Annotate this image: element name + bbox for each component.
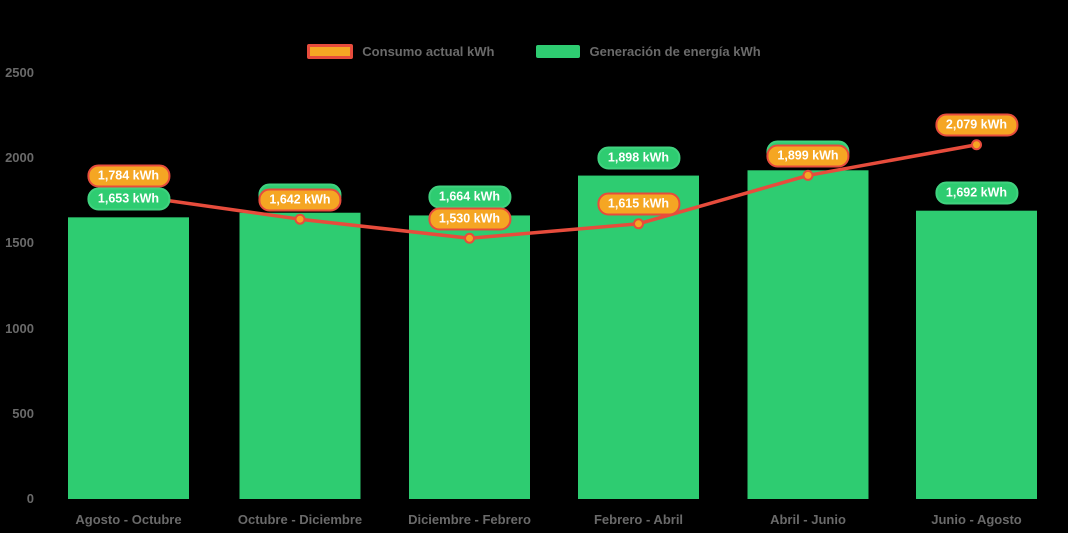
generation-bar [68,217,189,499]
generation-value-badge: 1,664 kWh [427,185,512,209]
y-axis-tick-label: 1000 [5,320,34,336]
consumption-line [128,143,977,241]
consumption-point [971,139,982,151]
x-axis-category-label: Junio - Agosto [931,512,1022,527]
generation-value-badge: 1,692 kWh [934,181,1019,205]
consumption-value-badge: 2,079 kWh [934,113,1019,137]
generation-bar [239,212,361,499]
consumption-point [802,169,814,181]
legend: Consumo actual kWh Generación de energía… [0,44,1068,59]
consumo-line-swatch-icon [307,44,354,59]
consumption-value-badge: 1,899 kWh [766,144,850,168]
consumption-value-badge: 1,642 kWh [258,188,342,212]
consumption-point [633,218,644,230]
y-axis-tick-label: 1500 [5,235,34,251]
consumption-value-badge: 1,784 kWh [86,164,171,187]
generation-bar [578,175,699,499]
y-axis-tick-label: 0 [26,491,34,506]
consumption-value-badge: 1,615 kWh [596,192,681,216]
generation-bar [916,210,1037,499]
generation-value-badge: 1,898 kWh [596,146,681,170]
y-axis-tick-label: 2500 [5,65,34,80]
x-axis-category-label: Febrero - Abril [593,512,684,527]
generation-bar [409,215,530,499]
consumption-point [464,232,475,244]
generation-value-badge: 1,653 kWh [86,187,171,211]
legend-item-generacion[interactable]: Generación de energía kWh [536,44,761,59]
y-axis-tick-label: 500 [12,405,34,421]
legend-item-consumo[interactable]: Consumo actual kWh [307,44,494,59]
generacion-bar-swatch-icon [536,45,581,58]
x-axis-category-label: Abril - Junio [770,512,846,527]
x-axis-category-label: Agosto - Octubre [75,512,182,527]
y-axis-tick-label: 2000 [5,150,34,166]
consumption-value-badge: 1,530 kWh [427,207,512,231]
consumption-point [294,213,306,225]
x-axis-category-label: Octubre - Diciembre [237,512,363,527]
generation-bar [747,170,869,499]
legend-label-generacion: Generación de energía kWh [589,44,761,59]
x-axis-category-label: Diciembre - Febrero [408,512,531,527]
legend-label-consumo: Consumo actual kWh [362,44,495,59]
